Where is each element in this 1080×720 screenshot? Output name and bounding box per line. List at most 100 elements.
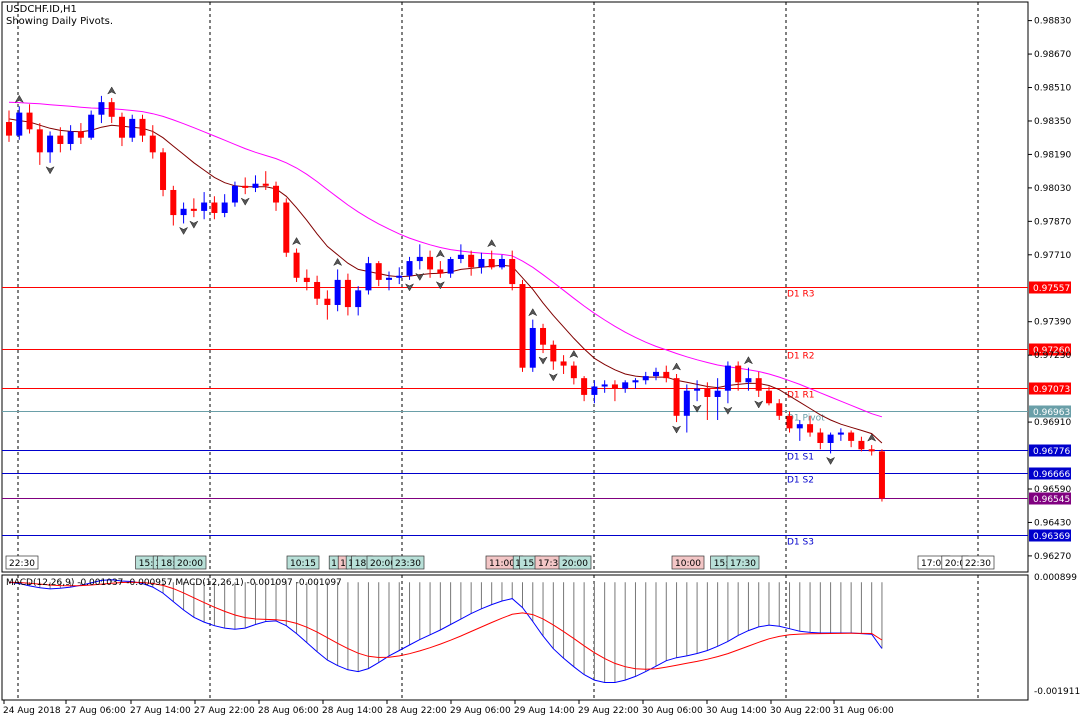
candle-body — [149, 135, 156, 153]
time-tag-box — [558, 555, 592, 570]
macd-signal-line — [8, 581, 883, 670]
y-tick-label: 0.96590 — [1034, 485, 1071, 495]
pivot-label: D1 S2 — [787, 476, 814, 486]
candle-body — [160, 152, 167, 190]
pivot-label: D1 R2 — [787, 352, 815, 362]
candle-body — [273, 185, 280, 203]
candle-body — [529, 327, 536, 368]
candle-body — [57, 135, 64, 144]
time-tag-label: 17:00 — [921, 559, 947, 569]
fractal-down-icon — [692, 404, 702, 413]
candle-body — [560, 361, 567, 366]
candle-body — [180, 208, 187, 216]
candle-body — [601, 384, 608, 387]
candle-body — [221, 202, 228, 213]
macd-bottom-tick: -0.001911 — [1034, 687, 1080, 697]
candle-body — [468, 254, 475, 268]
candle-body — [427, 256, 434, 270]
candle-body — [447, 258, 454, 274]
price-tag-label: 0.96963 — [1033, 408, 1070, 418]
candle-body — [498, 258, 505, 268]
candle-body — [303, 277, 310, 282]
candle-body — [118, 116, 125, 138]
ma-slow-line — [8, 101, 883, 418]
candle-body — [375, 263, 382, 280]
candle-body — [67, 131, 74, 144]
x-tick-label: 30 Aug 06:00 — [642, 706, 703, 716]
y-tick-label: 0.97230 — [1034, 351, 1071, 361]
candle-body — [683, 390, 690, 416]
x-tick-label: 30 Aug 22:00 — [770, 706, 831, 716]
moving-averages — [8, 101, 883, 444]
pivot-label: D1 R3 — [787, 290, 815, 300]
candle-body — [88, 114, 95, 138]
fractal-up-icon — [487, 239, 497, 248]
time-tag-box — [961, 555, 995, 570]
price-tag-box — [1029, 382, 1071, 395]
candle-body — [242, 185, 249, 188]
ma-fast-line — [8, 118, 883, 444]
time-tag-label: 17:30 — [538, 559, 564, 569]
fractal-down-icon — [548, 373, 558, 382]
candle-body — [478, 258, 485, 268]
candle-body — [314, 281, 321, 299]
candle-body — [632, 380, 639, 383]
y-tick-label: 0.98510 — [1034, 84, 1071, 94]
y-tick-label: 0.98190 — [1034, 150, 1071, 160]
pivot-label: D1 Pivot — [787, 414, 825, 424]
time-tag-box — [391, 555, 425, 570]
candle-body — [231, 185, 238, 203]
candle-body — [47, 135, 54, 153]
price-tag-box — [1029, 343, 1071, 356]
price-tag-label: 0.96369 — [1033, 532, 1070, 542]
y-tick-label: 0.96430 — [1034, 518, 1071, 528]
candle-body — [745, 378, 752, 383]
candle-body — [663, 371, 670, 379]
candle-body — [755, 378, 762, 391]
candle-body — [396, 275, 403, 278]
candle-body — [848, 432, 855, 441]
candle-body — [540, 327, 547, 345]
chart-symbol: USDCHF.ID,H1 — [6, 4, 77, 15]
price-tag-label: 0.97557 — [1033, 284, 1070, 294]
candle-body — [765, 390, 772, 404]
candle-body — [837, 432, 844, 435]
macd-panel: 0.000899 -0.001911 — [8, 573, 1080, 697]
y-tick-label: 0.98030 — [1034, 184, 1071, 194]
time-tag-label: 1 — [331, 559, 337, 569]
fractal-up-icon — [14, 94, 24, 103]
price-tag-label: 0.96776 — [1033, 447, 1070, 457]
fractal-up-icon — [569, 349, 579, 359]
candle-body — [139, 118, 146, 136]
candle-body — [550, 344, 557, 362]
price-tag-label: 0.96666 — [1033, 470, 1070, 480]
fractal-up-icon — [107, 86, 117, 95]
fractal-down-icon — [435, 281, 445, 290]
candle-body — [868, 449, 875, 452]
candle-body — [724, 365, 731, 391]
fractal-up-icon — [291, 237, 302, 246]
candle-body — [509, 258, 516, 285]
pivot-levels: D1 R3 0.97557 D1 R2 0.97260 D1 R1 0.97073 D1 P… — [2, 281, 1071, 548]
time-tag-label: 10:00 — [675, 559, 701, 569]
candle-body — [642, 376, 649, 381]
time-tag-box — [286, 555, 320, 570]
x-tick-label: 29 Aug 14:00 — [514, 706, 575, 716]
candle-body — [714, 390, 721, 397]
candle-body — [611, 384, 618, 389]
candle-body — [385, 277, 392, 280]
y-tick-label: 0.96910 — [1034, 418, 1071, 428]
candle-body — [334, 279, 341, 305]
fractal-down-icon — [538, 356, 548, 365]
pivot-label: D1 R1 — [787, 391, 815, 401]
candle-body — [878, 451, 885, 499]
time-tag-box — [726, 555, 760, 570]
x-tick-label: 29 Aug 06:00 — [450, 706, 511, 716]
fractals — [14, 86, 877, 465]
fractal-up-icon — [743, 356, 754, 365]
macd-main-line — [8, 579, 883, 683]
candle-body — [437, 269, 444, 274]
time-tag-label: 15: — [714, 559, 728, 569]
x-tick-label: 28 Aug 22:00 — [386, 706, 447, 716]
